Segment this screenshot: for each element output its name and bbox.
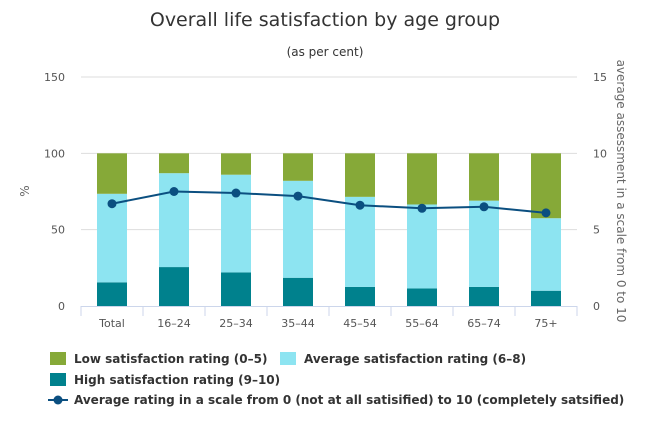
chart-title: Overall life satisfaction by age group [150,9,500,31]
bar-high [469,286,499,306]
average-rating-line [107,187,551,218]
legend-swatch [50,373,66,386]
bar-high [345,286,375,306]
x-tick-label: 16–24 [157,317,191,330]
line-point [479,202,489,212]
line-point [231,188,241,198]
bar-low [221,153,251,175]
bar-low [407,153,437,205]
line-point [541,208,551,218]
x-tick-label: 55–64 [405,317,439,330]
line-point [169,187,179,196]
legend-label: High satisfaction rating (9–10) [74,373,280,387]
bar-low [531,153,561,219]
bar-low [97,153,127,194]
bar-average [469,200,499,287]
legend: Low satisfaction rating (0–5) Average sat… [48,352,624,407]
bar-low [283,153,313,181]
bar-high [97,282,127,306]
bar-average [531,218,561,291]
bar-average [345,196,375,287]
y2-tick-label: 10 [593,147,607,160]
x-tick-label: 75+ [534,317,557,330]
x-tick-label: 25–34 [219,317,253,330]
legend-label: Low satisfaction rating (0–5) [74,352,267,366]
bar-low [159,153,189,174]
bar-low [345,153,375,197]
bar-high [221,272,251,306]
line-point [355,200,365,210]
x-tick-label: 45–54 [343,317,377,330]
bar-high [531,290,561,306]
y2-axis-title: average assessment in a scale from 0 to … [614,60,628,323]
x-tick-label: 65–74 [467,317,501,330]
gridlines [81,76,577,231]
y-tick-label: 100 [44,147,65,160]
y2-tick-label: 15 [593,71,607,84]
legend-label: Average satisfaction rating (6–8) [304,352,526,366]
bar-high [159,267,189,306]
line-point [293,191,303,201]
x-tick-label: Total [98,317,125,330]
bars [97,153,561,306]
series-line [111,190,547,214]
bar-high [407,288,437,306]
legend-label: Average rating in a scale from 0 (not at… [74,393,624,407]
bar-average [97,193,127,283]
legend-swatch [280,352,296,365]
y-axis-right: 0 5 10 15 [593,71,607,313]
x-axis: Total 16–24 25–34 35–44 45–54 55–64 65–74 75+ [80,306,578,330]
line-point [417,203,427,213]
y-axis-title: % [18,185,32,196]
y-tick-label: 0 [58,300,65,313]
y-tick-label: 50 [51,224,65,237]
y2-tick-label: 5 [593,224,600,237]
y-tick-label: 150 [44,71,65,84]
legend-line-marker [53,395,63,405]
bar-average [407,204,437,289]
bar-low [469,153,499,201]
bar-high [283,277,313,306]
chart-subtitle: (as per cent) [287,45,364,59]
y2-tick-label: 0 [593,300,600,313]
x-tick-label: 35–44 [281,317,315,330]
y-axis-left: 0 50 100 150 [44,71,65,313]
line-point [107,199,117,209]
legend-swatch [50,352,66,365]
